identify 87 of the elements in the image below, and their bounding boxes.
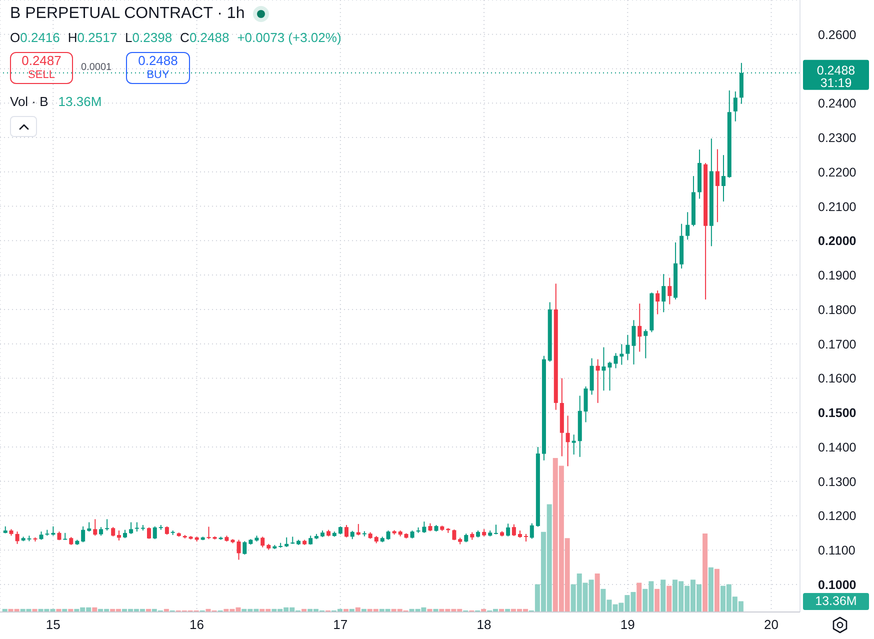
- candlestick: [668, 277, 672, 305]
- candlestick: [572, 434, 576, 456]
- candlestick: [530, 522, 534, 540]
- y-tick-label: 0.1900: [818, 268, 856, 283]
- x-tick-label: 16: [190, 617, 204, 632]
- candlestick: [386, 530, 390, 540]
- y-tick-label: 0.1800: [818, 302, 856, 317]
- x-tick-label: 18: [476, 617, 492, 632]
- candlestick: [715, 148, 720, 223]
- y-tick-label: 0.2600: [818, 28, 856, 42]
- annotation: 0.2488: [138, 53, 178, 68]
- y-tick-label: 0.1700: [818, 337, 856, 352]
- annotation: 0.2487: [22, 53, 62, 68]
- x-tick-label: 17: [333, 617, 348, 632]
- candlestick: [260, 536, 265, 548]
- candlestick: [15, 531, 20, 544]
- chart-title: B PERPETUAL CONTRACT · 1h: [10, 5, 245, 23]
- candlestick: [93, 518, 98, 536]
- candlestick: [722, 154, 726, 202]
- y-tick-label: 0.2300: [818, 131, 856, 146]
- candlestick: [152, 526, 157, 540]
- x-tick-label: 19: [620, 617, 635, 632]
- annotation: H0.2517: [68, 30, 118, 45]
- y-tick-label: 0.2100: [818, 200, 856, 214]
- y-tick-label: 0.2000: [818, 234, 856, 248]
- candlestick: [644, 328, 648, 359]
- candlestick: [87, 522, 92, 532]
- candlestick: [632, 320, 636, 365]
- candlestick: [116, 530, 121, 541]
- annotation: +0.0073 (+3.02%): [237, 30, 342, 45]
- candlestick: [134, 522, 139, 532]
- candlestick: [608, 361, 612, 392]
- candlestick: [206, 526, 211, 540]
- x-tick-label: 20: [764, 617, 779, 632]
- bar: [660, 580, 666, 612]
- candlestick: [242, 540, 247, 556]
- text: 31:19: [820, 76, 852, 90]
- y-tick-label: 0.2400: [818, 96, 856, 111]
- candlestick: [344, 524, 348, 538]
- bar: [636, 582, 642, 612]
- text: 13.36M: [803, 592, 869, 610]
- candlestick: [512, 524, 516, 537]
- candlestick: [129, 522, 134, 534]
- candlestick: [733, 90, 738, 122]
- y-tick-label: 0.1600: [818, 372, 856, 386]
- bar: [714, 568, 720, 612]
- bar: [708, 567, 714, 612]
- bar: [654, 588, 660, 612]
- candlestick: [236, 539, 241, 560]
- bar: [594, 574, 600, 612]
- candlestick: [626, 334, 630, 360]
- candlestick: [284, 536, 289, 548]
- candlestick: [290, 536, 295, 544]
- candlestick: [494, 524, 498, 535]
- candlestick: [111, 526, 116, 537]
- annotation: 0.0001: [81, 62, 112, 73]
- candlestick: [506, 523, 510, 537]
- candlestick: [105, 518, 110, 532]
- candlestick: [584, 386, 588, 423]
- candlestick: [656, 290, 660, 315]
- annotation: BUY: [146, 68, 170, 82]
- y-tick-label: 0.1500: [818, 406, 856, 420]
- annotation: C0.2488: [180, 30, 230, 45]
- annotation: L0.2398: [125, 30, 172, 45]
- candlestick: [566, 415, 570, 467]
- ref-line-label: 0.2488: [816, 63, 856, 78]
- y-tick-label: 0.1000: [818, 578, 856, 592]
- candlestick: [356, 523, 360, 536]
- annotation: O0.2416: [10, 30, 60, 45]
- y-tick-label: 0.1400: [818, 440, 856, 454]
- y-tick-label: 0.1300: [818, 474, 856, 489]
- bar: [666, 586, 672, 612]
- y-tick-label: 0.2200: [818, 165, 856, 180]
- x-tick-label: 15: [46, 617, 60, 632]
- y-tick-label: 0.1100: [818, 544, 856, 558]
- annotation: 13.36M: [58, 94, 102, 109]
- candlestick: [81, 526, 86, 543]
- candlestick: [602, 346, 606, 392]
- candlestick: [638, 303, 642, 352]
- bar: [702, 533, 708, 612]
- chart-title: Vol · B: [10, 94, 48, 109]
- candlestick: [686, 212, 690, 240]
- y-tick-label: 0.1200: [818, 509, 856, 524]
- annotation: SELL: [28, 68, 55, 82]
- candlestick: [596, 358, 600, 404]
- candlestick: [662, 274, 666, 313]
- candlestick: [146, 526, 151, 540]
